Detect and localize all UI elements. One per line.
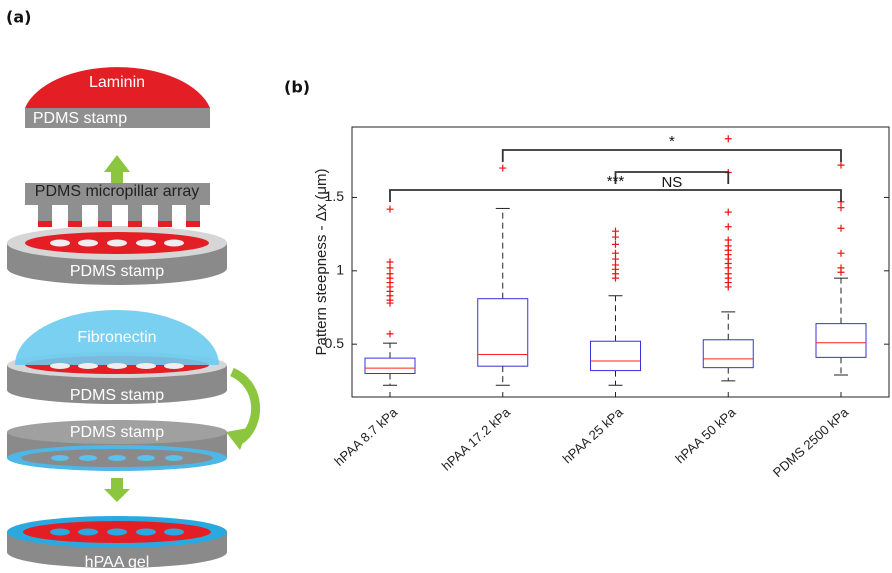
significance-label: * bbox=[669, 133, 675, 150]
dots bbox=[50, 363, 184, 369]
outlier bbox=[612, 249, 619, 257]
y-tick-label: 1 bbox=[336, 262, 344, 278]
box bbox=[815, 323, 867, 358]
x-tick-label: PDMS 2500 kPa bbox=[770, 404, 852, 480]
significance-label: NS bbox=[661, 174, 682, 191]
label: PDMS stamp bbox=[70, 263, 164, 280]
y-tick-label: 1.5 bbox=[325, 188, 345, 204]
outlier bbox=[837, 249, 845, 257]
outlier bbox=[837, 268, 845, 276]
box bbox=[590, 340, 641, 372]
outlier bbox=[724, 135, 732, 143]
outlier bbox=[612, 274, 619, 282]
label: Laminin bbox=[89, 74, 145, 91]
outlier bbox=[386, 258, 394, 266]
panel-label: (a) bbox=[6, 8, 31, 27]
significance-label: *** bbox=[607, 173, 625, 190]
significance-bracket bbox=[501, 149, 842, 162]
outlier bbox=[386, 330, 394, 338]
x-tick-label: hPAA 25 kPa bbox=[560, 404, 627, 466]
pillars bbox=[38, 205, 200, 227]
stamp-top bbox=[7, 420, 227, 444]
outlier bbox=[724, 223, 732, 231]
arrow bbox=[104, 155, 130, 185]
outlier bbox=[386, 264, 394, 272]
stamp bbox=[25, 108, 210, 128]
dots bbox=[50, 528, 184, 536]
laminin-drop bbox=[25, 67, 210, 108]
fibronectin-drop bbox=[15, 310, 219, 365]
dots bbox=[50, 239, 184, 247]
significance-bracket bbox=[614, 171, 730, 184]
plot-frame bbox=[351, 126, 890, 398]
outlier bbox=[386, 205, 394, 213]
label: hPAA gel bbox=[85, 554, 150, 571]
outlier bbox=[837, 161, 845, 169]
box bbox=[702, 339, 754, 369]
outlier bbox=[612, 233, 619, 241]
panel-label: (b) bbox=[284, 78, 310, 97]
arrow bbox=[226, 428, 248, 450]
significance-bracket bbox=[389, 189, 842, 202]
outlier bbox=[837, 224, 845, 232]
outlier bbox=[612, 255, 619, 263]
outlier bbox=[724, 264, 732, 272]
label: PDMS micropillar array bbox=[35, 183, 199, 200]
pillar-base bbox=[25, 183, 210, 205]
box bbox=[364, 357, 416, 375]
y-tick-label: 0.5 bbox=[325, 335, 345, 351]
label: PDMS stamp bbox=[70, 387, 164, 404]
outlier bbox=[612, 227, 619, 235]
outlier bbox=[724, 236, 732, 244]
arrow bbox=[104, 478, 130, 502]
y-axis-label: Pattern steepness - Δx (μm) bbox=[313, 168, 330, 355]
box bbox=[477, 298, 529, 367]
outlier bbox=[724, 208, 732, 216]
x-tick-label: hPAA 8.7 kPa bbox=[331, 404, 401, 469]
arrow bbox=[229, 367, 260, 444]
outlier bbox=[386, 299, 394, 307]
outlier bbox=[724, 283, 732, 291]
label: PDMS stamp bbox=[70, 424, 164, 441]
dots bbox=[51, 455, 183, 461]
label: PDMS stamp bbox=[33, 110, 127, 127]
outlier bbox=[499, 164, 507, 172]
label: Fibronectin bbox=[77, 329, 156, 346]
diagram: Laminin PDMS stamp PDMS micropillar arra… bbox=[7, 67, 260, 571]
x-tick-label: hPAA 50 kPa bbox=[672, 404, 739, 466]
outlier bbox=[837, 204, 845, 212]
outlier bbox=[612, 240, 619, 248]
x-tick-label: hPAA 17.2 kPa bbox=[439, 404, 514, 474]
